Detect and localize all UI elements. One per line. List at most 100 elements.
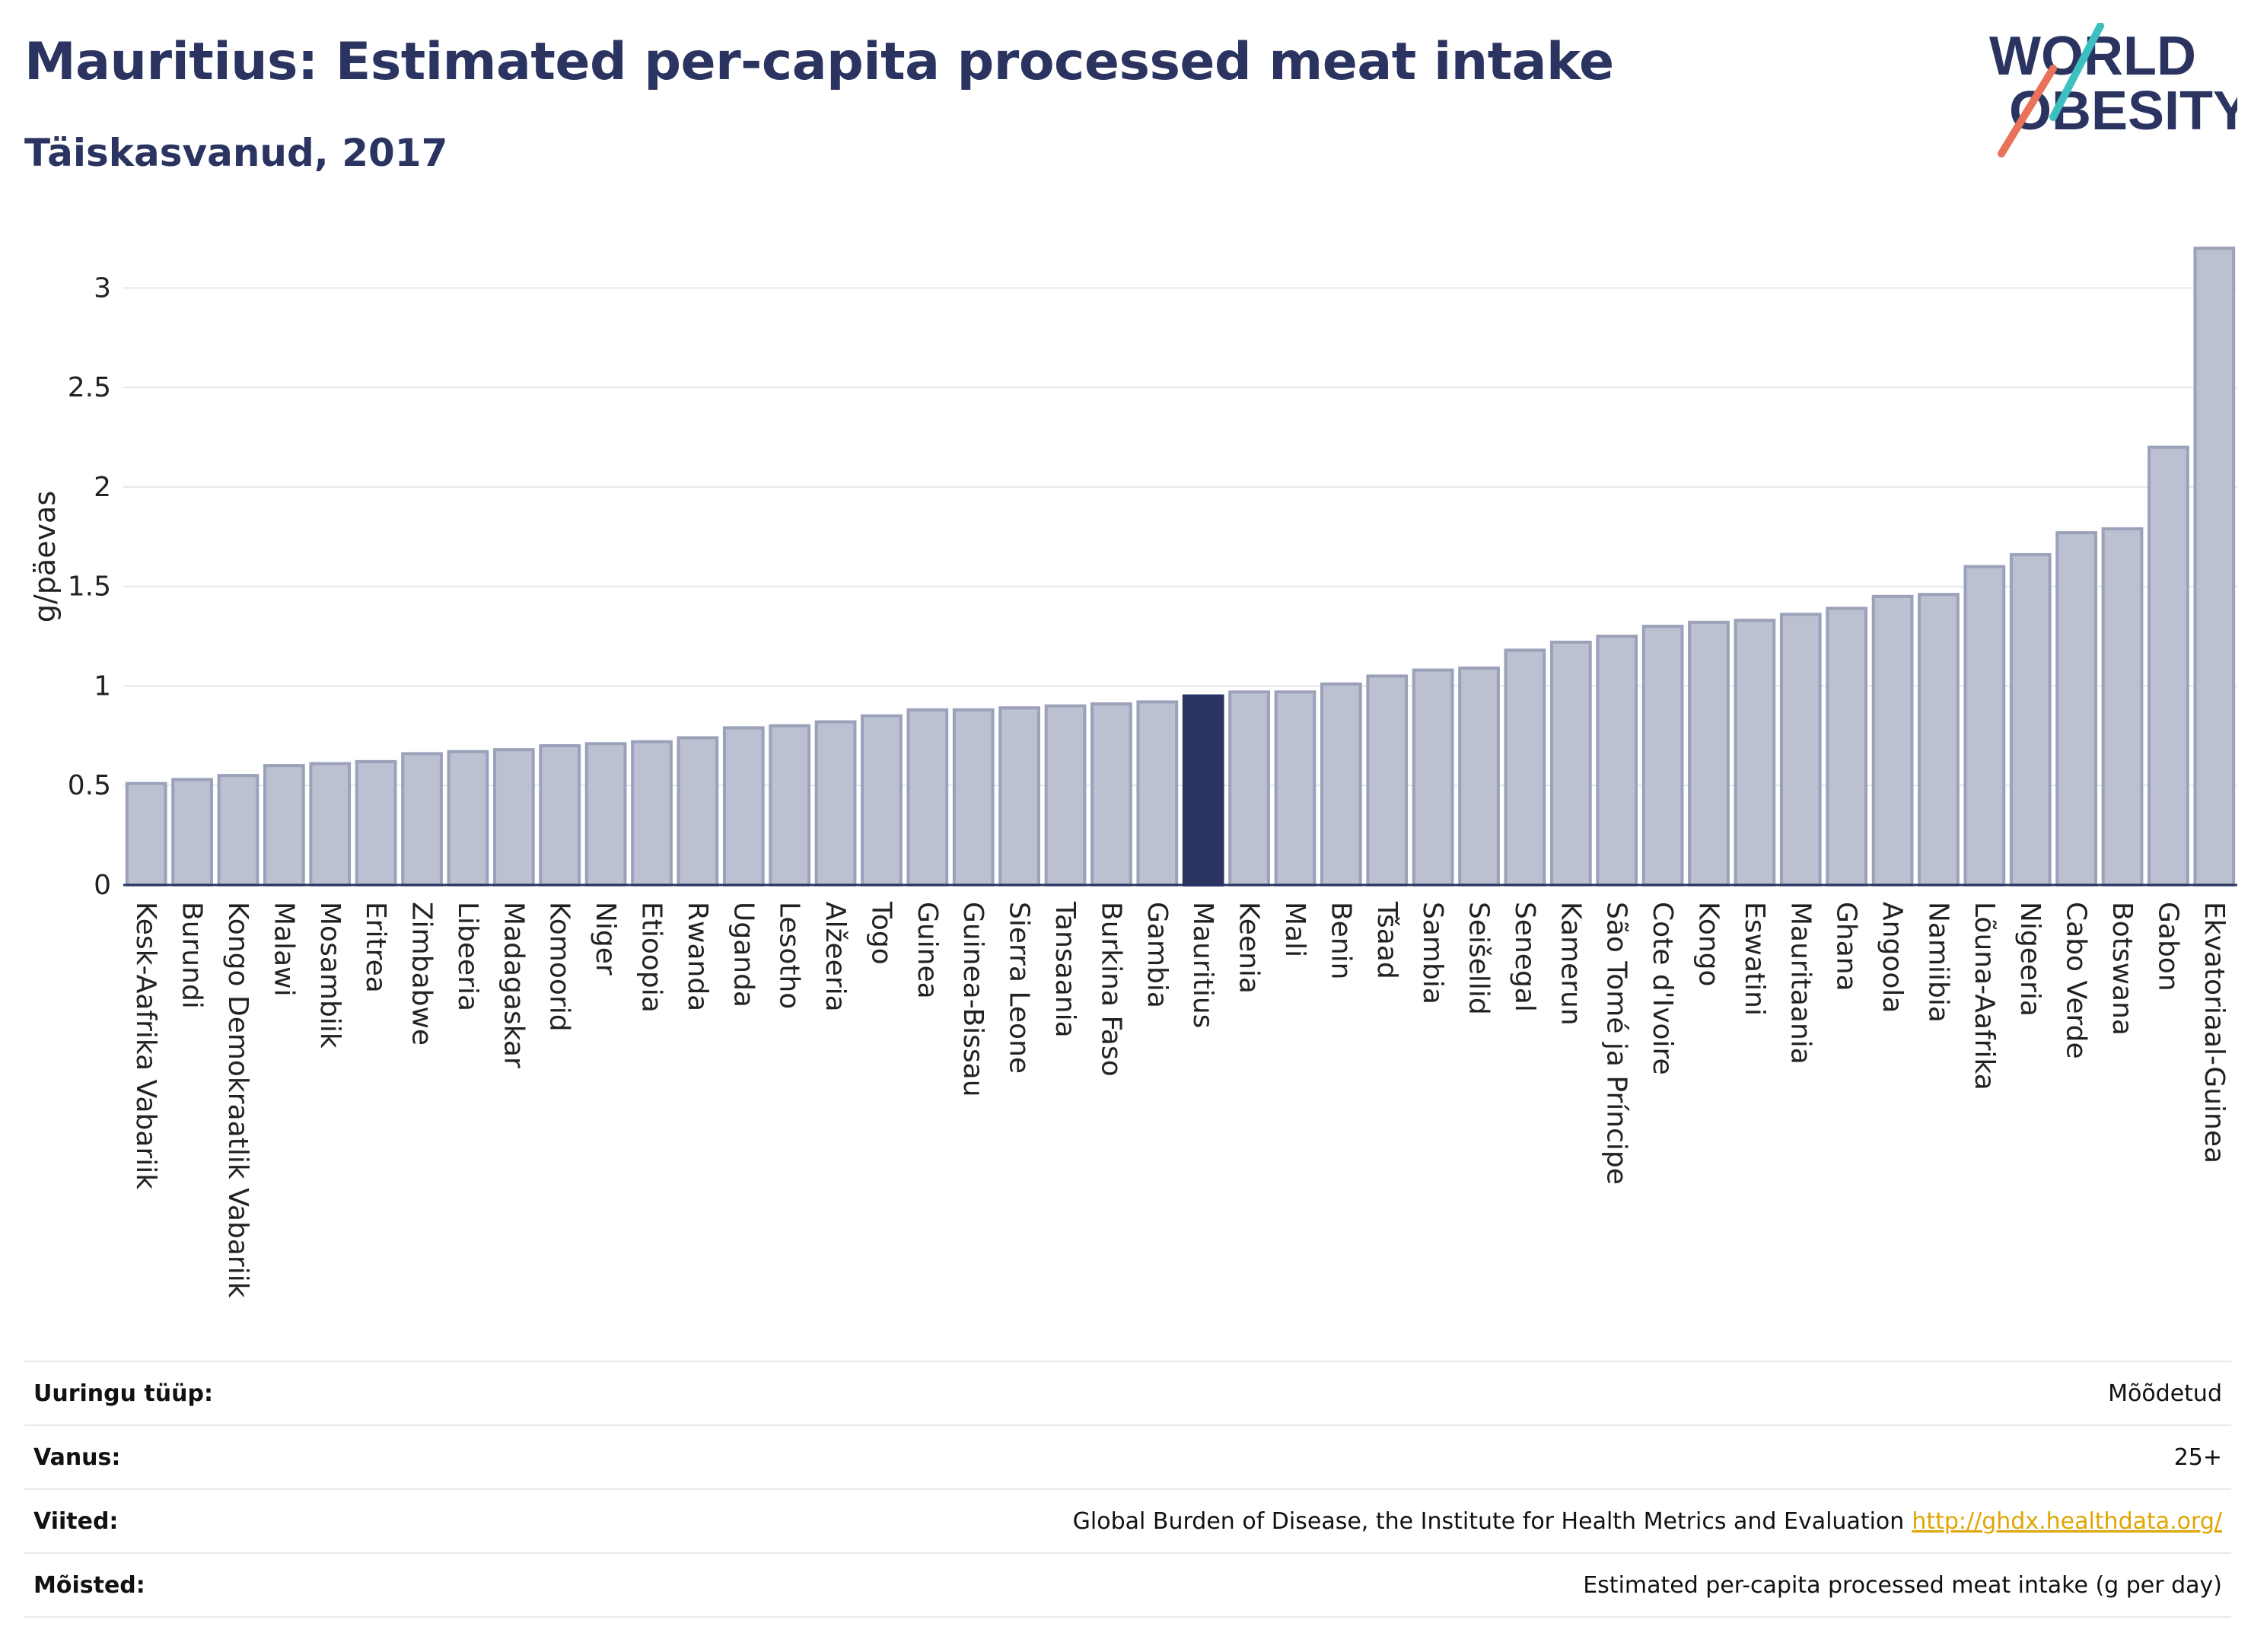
x-tick-label: Burkina Faso <box>1095 902 1126 1077</box>
bar <box>1504 648 1546 886</box>
bar <box>1320 682 1362 886</box>
meta-value: 25+ <box>2173 1444 2222 1471</box>
bar <box>1596 635 1638 887</box>
bar <box>1228 690 1270 887</box>
x-tick-label: Nigeeria <box>2014 902 2046 1017</box>
x-tick-label: Sierra Leone <box>1004 902 1035 1074</box>
bar <box>1090 702 1132 887</box>
bars <box>125 247 2236 887</box>
bar <box>1826 606 1868 887</box>
x-tick-label: Alžeeria <box>820 902 851 1012</box>
reference-link[interactable]: http://ghdx.healthdata.org/ <box>1912 1507 2222 1535</box>
meta-value-wrapper: Global Burden of Disease, the Institute … <box>1073 1508 2231 1535</box>
x-tick-label: Mosambiik <box>314 902 345 1049</box>
x-tick-label: Namiibia <box>1922 902 1953 1023</box>
bar-chart: 0 0.5 1 1.5 2 2.5 3 Kesk-Aafrika Vabariik Burun… <box>28 247 2237 1298</box>
bar <box>1641 625 1684 886</box>
world-obesity-logo: WORLD OBESITY <box>1989 23 2237 158</box>
x-tick-label: Uganda <box>728 902 759 1007</box>
bar <box>906 708 949 886</box>
x-tick-label: Kesk-Aafrika Vabariik <box>130 902 161 1189</box>
y-tick-label: 0 <box>94 870 111 901</box>
y-tick-label: 1 <box>94 670 111 702</box>
y-tick-label: 2.5 <box>68 372 111 403</box>
bar <box>1918 593 1960 886</box>
bar <box>1688 620 1730 886</box>
bar-highlighted <box>1182 694 1224 886</box>
meta-value: Estimated per-capita processed meat inta… <box>1583 1571 2222 1599</box>
x-tick-label: Togo <box>865 901 896 965</box>
x-tick-label: São Tomé ja Príncipe <box>1601 902 1632 1185</box>
meta-label: Vanus: <box>33 1444 121 1471</box>
bar <box>263 764 305 886</box>
x-tick-label: Ghana <box>1831 902 1862 992</box>
bar <box>1779 613 1822 887</box>
x-tick-label: Mauritaania <box>1785 902 1816 1065</box>
x-tick-label: Botswana <box>2106 902 2138 1036</box>
bar <box>539 743 581 886</box>
x-tick-label: Kongo <box>1693 902 1724 987</box>
x-tick-label: Niger <box>590 902 621 976</box>
y-tick-label: 3 <box>94 272 111 304</box>
meta-value: Global Burden of Disease, the Institute … <box>1072 1507 1905 1535</box>
bar <box>2101 527 2144 886</box>
bar <box>1549 640 1592 887</box>
x-tick-label: Eritrea <box>360 902 391 993</box>
bar <box>171 778 213 886</box>
meta-value: Mõõdetud <box>2108 1380 2222 1407</box>
meta-row-definitions: Mõisted: Estimated per-capita processed … <box>24 1552 2231 1618</box>
x-tick-label: Lõuna-Aafrika <box>1969 902 2000 1090</box>
meta-label: Viited: <box>33 1507 119 1535</box>
x-tick-label: Zimbabwe <box>406 902 438 1046</box>
x-tick-label: Guinea-Bissau <box>957 902 989 1097</box>
bar <box>1044 704 1087 886</box>
bar <box>952 708 995 886</box>
x-tick-label: Ekvatoriaal-Guinea <box>2198 902 2230 1163</box>
x-tick-label: Gabon <box>2152 902 2183 992</box>
x-tick-label: Rwanda <box>682 902 713 1011</box>
bar <box>1274 690 1317 887</box>
bar <box>861 714 903 886</box>
y-tick-label: 1.5 <box>68 571 111 603</box>
x-tick-label: Tansaania <box>1049 901 1081 1038</box>
y-tick-label: 0.5 <box>68 770 111 801</box>
x-tick-label: Mali <box>1279 902 1310 957</box>
bar <box>769 724 811 887</box>
x-tick-label: Cabo Verde <box>2061 902 2092 1059</box>
bar <box>1412 668 1454 887</box>
x-tick-label: Komoorid <box>544 902 575 1032</box>
bar <box>2148 445 2189 886</box>
x-tick-label: Burundi <box>177 902 208 1009</box>
bar <box>1963 565 2006 886</box>
bar <box>447 750 489 886</box>
x-tick-label: Kongo Demokraatlik Vabariik <box>222 902 253 1298</box>
x-tick-label: Libeeria <box>452 902 483 1011</box>
bar <box>1871 594 1914 886</box>
bar <box>217 774 259 887</box>
meta-row-age: Vanus: 25+ <box>24 1424 2231 1488</box>
x-tick-label: Cote d'Ivoire <box>1647 902 1678 1075</box>
x-tick-label: Gambia <box>1141 902 1173 1008</box>
bar <box>1366 674 1409 887</box>
chart-title: Mauritius: Estimated per-capita processe… <box>24 32 1614 92</box>
x-tick-label: Seišellid <box>1463 902 1495 1015</box>
bar <box>355 759 397 886</box>
x-tick-label: Tšaad <box>1371 901 1402 979</box>
x-tick-label: Senegal <box>1509 902 1540 1012</box>
x-tick-label: Benin <box>1325 902 1356 979</box>
x-tick-label: Angoola <box>1877 902 1908 1013</box>
x-tick-label: Sambia <box>1417 902 1448 1004</box>
x-tick-label: Kamerun <box>1555 902 1586 1026</box>
x-axis-labels: Kesk-Aafrika Vabariik Burundi Kongo Demokr… <box>130 901 2230 1298</box>
meta-label: Mõisted: <box>33 1571 145 1599</box>
bar <box>722 726 765 886</box>
bar <box>1458 666 1500 886</box>
bar <box>492 748 535 886</box>
x-tick-label: Eswatini <box>1739 902 1770 1016</box>
bar <box>2009 552 2052 886</box>
logo-slash-coral <box>1998 65 2057 158</box>
bar <box>2193 247 2236 887</box>
meta-label: Uuringu tüüp: <box>33 1380 213 1407</box>
y-tick-label: 2 <box>94 472 111 503</box>
meta-row-references: Viited: Global Burden of Disease, the In… <box>24 1488 2231 1552</box>
